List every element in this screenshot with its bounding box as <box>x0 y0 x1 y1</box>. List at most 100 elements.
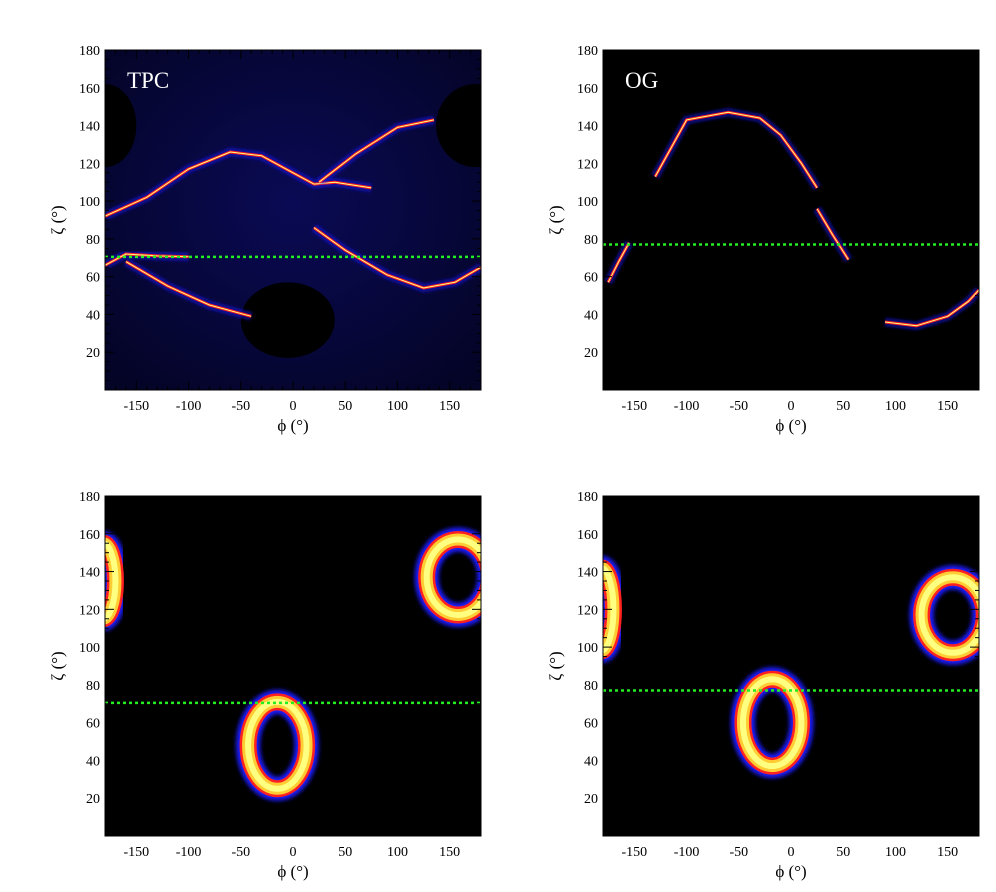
ticks <box>104 49 482 391</box>
x-tick-label: 100 <box>885 845 906 860</box>
y-tick-label: 80 <box>584 233 598 248</box>
y-tick-label: 20 <box>584 346 598 361</box>
caustic-core <box>884 289 979 327</box>
y-tick-label: 40 <box>86 308 100 323</box>
y-tick-label: 60 <box>584 717 598 732</box>
x-tick-label: 50 <box>836 399 850 414</box>
y-axis-label: ζ (°) <box>546 651 565 680</box>
ring-core <box>918 574 979 656</box>
caustic-core <box>105 151 372 217</box>
plot-area <box>603 107 979 331</box>
y-tick-label: 180 <box>79 490 100 505</box>
caustic-core <box>654 111 818 189</box>
x-tick-label: -50 <box>231 399 250 414</box>
x-tick-label: 50 <box>338 399 352 414</box>
y-tick-label: 100 <box>577 641 598 656</box>
y-tick-label: 40 <box>86 754 100 769</box>
y-tick-label: 60 <box>86 271 100 286</box>
x-tick-label: 0 <box>290 845 297 860</box>
panel-3: -150 -100 -50 0 50 100 150 20 40 60 80 100 120 140 160… <box>48 490 482 881</box>
y-tick-label: 180 <box>577 490 598 505</box>
plot-area <box>603 555 979 779</box>
y-tick-label: 160 <box>577 528 598 543</box>
ring-core <box>603 565 617 654</box>
y-tick-label: 100 <box>79 195 100 210</box>
y-tick-label: 120 <box>79 157 100 172</box>
dark-region <box>240 282 335 358</box>
panel-4: -150 -100 -50 0 50 100 150 20 40 60 80 100 120 140 160… <box>546 490 980 881</box>
y-tick-label: 20 <box>86 792 100 807</box>
y-tick-label: 20 <box>584 792 598 807</box>
plot-area <box>105 527 481 801</box>
ring-core <box>423 536 481 618</box>
caustic-core <box>816 208 849 260</box>
ring-core <box>245 698 310 792</box>
dark-region <box>436 84 481 168</box>
x-tick-label: -150 <box>123 399 149 414</box>
y-tick-label: 160 <box>577 82 598 97</box>
x-tick-label: -100 <box>176 845 202 860</box>
y-tick-label: 80 <box>584 679 598 694</box>
y-tick-label: 120 <box>577 603 598 618</box>
x-tick-label: 100 <box>885 399 906 414</box>
plot-background <box>603 50 979 390</box>
y-tick-label: 100 <box>79 641 100 656</box>
x-tick-label: -150 <box>123 845 149 860</box>
caustic-core <box>318 119 435 183</box>
y-tick-label: 180 <box>577 44 598 59</box>
y-tick-label: 40 <box>584 754 598 769</box>
y-tick-label: 140 <box>577 120 598 135</box>
x-tick-label: 150 <box>439 399 460 414</box>
y-tick-label: 160 <box>79 82 100 97</box>
x-tick-label: -150 <box>621 399 647 414</box>
ring-core <box>105 540 119 622</box>
y-tick-label: 120 <box>577 157 598 172</box>
y-tick-label: 140 <box>577 566 598 581</box>
x-tick-label: 100 <box>387 399 408 414</box>
dark-region <box>105 84 137 168</box>
x-tick-label: -150 <box>621 845 647 860</box>
x-tick-label: -50 <box>729 845 748 860</box>
y-tick-label: 180 <box>79 44 100 59</box>
y-tick-label: 160 <box>79 528 100 543</box>
x-tick-label: 100 <box>387 845 408 860</box>
x-tick-label: -50 <box>231 845 250 860</box>
y-tick-label: 100 <box>577 195 598 210</box>
plot-area <box>105 84 481 358</box>
y-tick-label: 140 <box>79 120 100 135</box>
x-tick-label: 150 <box>937 399 958 414</box>
caustic-core <box>125 261 252 317</box>
plot-background <box>603 496 979 836</box>
x-tick-label: 0 <box>290 399 297 414</box>
ring-core <box>739 676 805 770</box>
x-tick-label: -100 <box>674 399 700 414</box>
y-tick-label: 60 <box>86 717 100 732</box>
y-tick-label: 40 <box>584 308 598 323</box>
y-tick-label: 60 <box>584 271 598 286</box>
ticks <box>104 495 482 837</box>
x-tick-label: 150 <box>937 845 958 860</box>
panel-1: -150 -100 -50 0 50 100 150 20 40 60 80 100 120 140 160… <box>48 44 482 435</box>
y-tick-label: 80 <box>86 233 100 248</box>
x-tick-label: 0 <box>788 399 795 414</box>
caustic-core <box>607 242 630 283</box>
x-axis-label: ϕ (°) <box>775 862 806 881</box>
y-tick-label: 120 <box>79 603 100 618</box>
ticks <box>602 49 980 391</box>
panel-title: OG <box>625 68 658 93</box>
x-axis-label: ϕ (°) <box>277 862 308 881</box>
panel-2: -150 -100 -50 0 50 100 150 20 40 60 80 100 120 140 160… <box>546 44 980 435</box>
x-axis-label: ϕ (°) <box>775 416 806 435</box>
x-tick-label: -100 <box>176 399 202 414</box>
x-tick-label: 50 <box>338 845 352 860</box>
x-tick-label: 0 <box>788 845 795 860</box>
y-tick-label: 20 <box>86 346 100 361</box>
ticks <box>602 495 980 837</box>
x-axis-label: ϕ (°) <box>277 416 308 435</box>
x-tick-label: 50 <box>836 845 850 860</box>
x-tick-label: -100 <box>674 845 700 860</box>
x-tick-label: 150 <box>439 845 460 860</box>
caustic-core <box>313 227 481 289</box>
y-axis-label: ζ (°) <box>48 651 67 680</box>
